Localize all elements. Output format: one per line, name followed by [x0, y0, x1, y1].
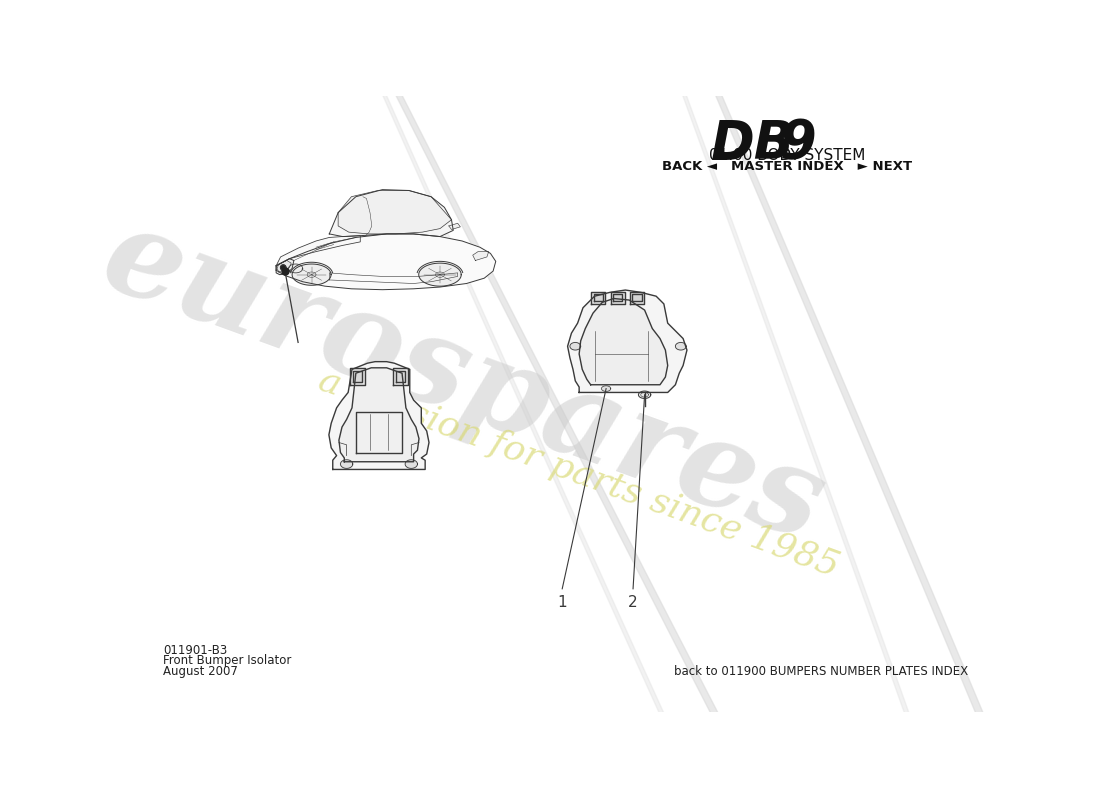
Text: 01.00 BODY SYSTEM: 01.00 BODY SYSTEM	[708, 148, 866, 163]
Polygon shape	[592, 292, 605, 304]
Polygon shape	[449, 223, 460, 230]
Text: Front Bumper Isolator: Front Bumper Isolator	[163, 654, 292, 667]
Polygon shape	[602, 386, 610, 391]
Polygon shape	[396, 371, 405, 382]
Text: 1: 1	[558, 595, 566, 610]
Polygon shape	[419, 263, 461, 286]
Polygon shape	[276, 236, 361, 266]
Text: back to 011900 BUMPERS NUMBER PLATES INDEX: back to 011900 BUMPERS NUMBER PLATES IND…	[674, 665, 968, 678]
Text: August 2007: August 2007	[163, 665, 239, 678]
Polygon shape	[675, 342, 686, 350]
Polygon shape	[276, 234, 496, 290]
Polygon shape	[630, 292, 644, 304]
Polygon shape	[568, 290, 686, 393]
Text: eurospares: eurospares	[88, 196, 839, 566]
Text: 9: 9	[780, 118, 816, 170]
Polygon shape	[341, 460, 353, 468]
Polygon shape	[276, 258, 294, 274]
Polygon shape	[329, 362, 429, 470]
Polygon shape	[338, 190, 451, 234]
Polygon shape	[613, 294, 623, 301]
Polygon shape	[329, 190, 453, 237]
Polygon shape	[293, 264, 331, 286]
Text: 011901-B3: 011901-B3	[163, 643, 228, 657]
Polygon shape	[610, 292, 625, 304]
Text: BACK ◄   MASTER INDEX   ► NEXT: BACK ◄ MASTER INDEX ► NEXT	[662, 160, 912, 173]
Polygon shape	[350, 368, 365, 385]
Text: a passion for parts since 1985: a passion for parts since 1985	[315, 363, 844, 583]
Polygon shape	[405, 460, 418, 468]
Polygon shape	[353, 371, 362, 382]
Polygon shape	[632, 294, 641, 301]
Polygon shape	[277, 261, 292, 272]
Polygon shape	[580, 298, 668, 385]
Polygon shape	[288, 264, 302, 273]
Polygon shape	[570, 342, 581, 350]
Polygon shape	[356, 412, 403, 453]
Polygon shape	[473, 252, 488, 261]
Polygon shape	[638, 391, 651, 398]
Polygon shape	[594, 294, 603, 301]
Polygon shape	[339, 368, 419, 462]
Text: 2: 2	[628, 595, 638, 610]
Text: DB: DB	[711, 118, 794, 170]
Polygon shape	[393, 368, 408, 385]
Polygon shape	[280, 265, 286, 270]
